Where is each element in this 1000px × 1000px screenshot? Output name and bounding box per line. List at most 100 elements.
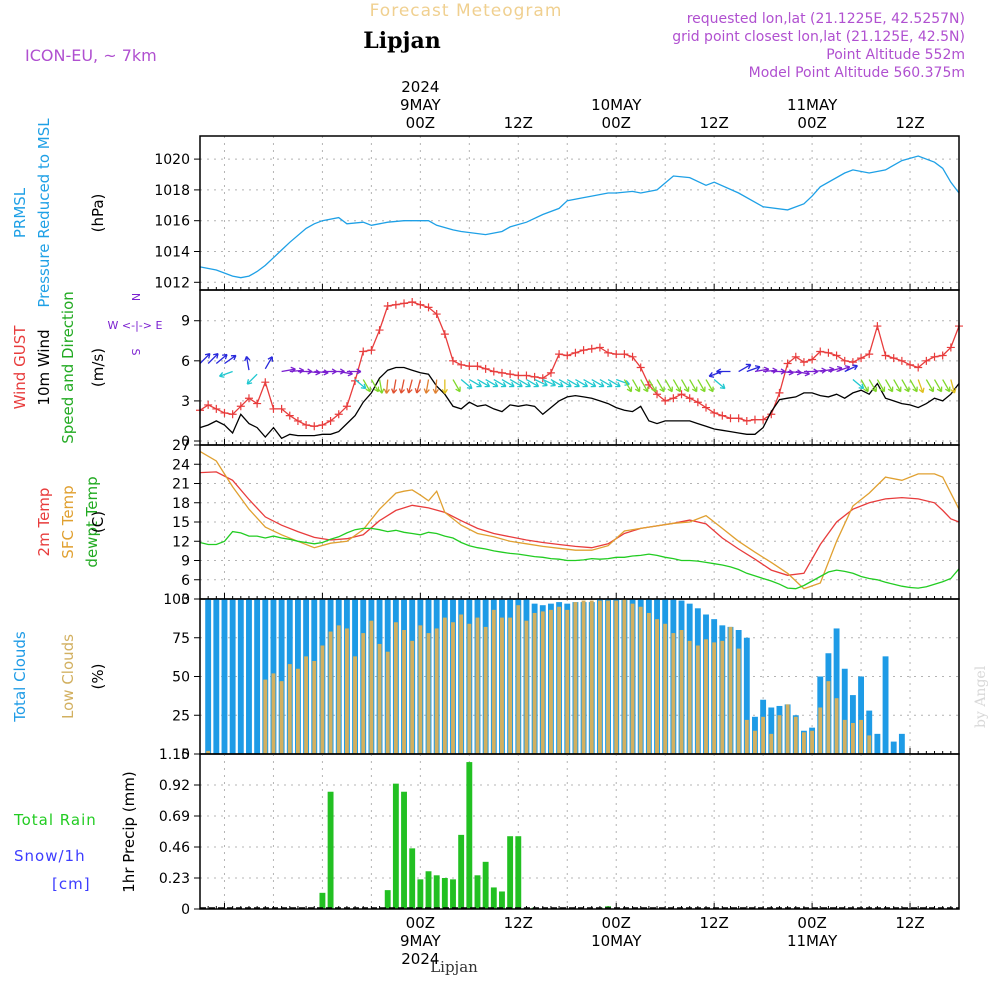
wind-direction-arrow <box>942 379 951 393</box>
gust-marker <box>383 302 392 311</box>
gust-marker <box>897 356 906 365</box>
gust-marker <box>310 422 319 431</box>
low-clouds-bar <box>508 617 513 754</box>
low-clouds-bar <box>704 639 708 754</box>
panel-label: Snow/1h <box>14 847 86 865</box>
gust-marker <box>457 360 466 369</box>
wind-direction-arrow <box>901 379 910 393</box>
gust-marker <box>293 416 302 425</box>
time-axis-bottom-label: 9MAY <box>400 932 442 950</box>
low-clouds-bar <box>744 719 749 754</box>
wind-direction-arrow <box>648 379 657 393</box>
rain-bar <box>392 783 399 909</box>
rain-bar <box>327 791 334 909</box>
time-axis-bottom-label: 12Z <box>504 914 533 932</box>
sfc-temp-line <box>199 450 960 590</box>
low-clouds-bar <box>426 633 431 754</box>
gust-marker <box>595 343 604 352</box>
wind-direction-arrow <box>738 363 752 373</box>
low-clouds-bar <box>663 623 668 754</box>
rain-bar <box>433 875 440 909</box>
y-tick-label: 9 <box>181 554 190 570</box>
y-tick-label: 6 <box>181 354 190 370</box>
wind-direction-arrow <box>501 378 515 388</box>
y-tick-label: 0 <box>181 902 190 918</box>
model-point-altitude: Model Point Altitude 560.375m <box>749 65 965 81</box>
low-clouds-bar <box>695 645 700 754</box>
wind-direction-arrow <box>558 378 572 388</box>
wind-direction-arrow <box>844 364 858 373</box>
low-clouds-bar <box>655 619 659 754</box>
gust-marker <box>832 351 841 360</box>
wind-direction-arrow <box>917 379 925 394</box>
gust-marker <box>922 356 931 365</box>
y-tick-label: 0 <box>181 434 190 450</box>
wind-direction-arrow <box>218 370 233 378</box>
gust-marker <box>506 370 515 379</box>
wind-direction-arrow <box>705 379 714 393</box>
low-clouds-bar <box>287 664 292 754</box>
gust-marker <box>865 350 874 359</box>
gust-marker <box>522 371 531 380</box>
panel-label: dewpt Temp <box>83 476 101 567</box>
y-tick-label: 15 <box>172 515 190 531</box>
gust-marker <box>759 415 768 424</box>
gust-marker <box>204 400 213 409</box>
low-clouds-bar <box>777 715 782 754</box>
gust-marker <box>685 394 694 403</box>
wind-direction-arrow <box>207 352 219 364</box>
wind-direction-arrow <box>398 379 406 394</box>
panel-label: PRMSL <box>11 187 29 238</box>
requested-coords: requested lon,lat (21.1225E, 42.5257N) <box>687 11 965 27</box>
chart-panels: 1012 1014 1016 1018 1020 PRMSL Pressure Reduce… <box>11 78 963 968</box>
gust-marker <box>718 411 727 420</box>
wind-direction-arrow <box>526 378 540 388</box>
gust-marker <box>424 303 433 312</box>
gust-marker <box>906 360 915 369</box>
wind-direction-arrow <box>909 379 918 393</box>
low-clouds-bar <box>753 730 757 754</box>
time-axis-bottom-label: 12Z <box>895 914 924 932</box>
pressure-line <box>199 155 960 279</box>
gust-marker <box>228 410 237 419</box>
low-clouds-bar <box>475 617 480 754</box>
low-clouds-bar <box>483 626 488 754</box>
10m-wind-line <box>199 366 960 440</box>
temperature-panel <box>194 444 960 600</box>
low-clouds-bar <box>687 640 692 754</box>
y-tick-label: 0.69 <box>159 809 190 825</box>
gust-marker <box>473 362 482 371</box>
wind-direction-arrow <box>246 373 258 385</box>
gust-marker <box>449 356 457 365</box>
rain-bar <box>425 871 432 909</box>
time-axis-bottom-label: 10MAY <box>591 932 642 950</box>
low-clouds-bar <box>606 600 611 754</box>
gust-marker <box>808 355 817 364</box>
gust-marker <box>653 390 662 399</box>
gust-marker <box>546 368 555 377</box>
y-tick-label: 24 <box>172 457 190 473</box>
panel-label: Total Clouds <box>11 631 29 723</box>
low-clouds-bar <box>491 609 496 754</box>
gust-marker <box>734 414 743 423</box>
wind-direction-arrow <box>215 353 228 364</box>
low-clouds-bar <box>295 668 300 754</box>
gust-marker <box>824 348 833 357</box>
rain-bar <box>482 861 489 909</box>
wind-direction-arrow <box>354 379 367 390</box>
wind-direction-arrow <box>868 379 877 393</box>
low-clouds-bar <box>320 645 325 754</box>
gust-marker <box>408 298 417 307</box>
rain-bar <box>441 878 448 909</box>
rain-bar <box>450 879 456 909</box>
rain-bar <box>458 834 465 909</box>
wind-direction-arrow <box>423 379 430 394</box>
gust-marker <box>816 347 825 356</box>
total-clouds-bar <box>858 676 865 754</box>
pressure-panel <box>194 135 960 291</box>
gust-marker <box>636 363 645 372</box>
gust-marker <box>367 346 376 355</box>
time-axis-top-label: 00Z <box>797 114 826 132</box>
wind-direction-arrow <box>591 378 605 388</box>
